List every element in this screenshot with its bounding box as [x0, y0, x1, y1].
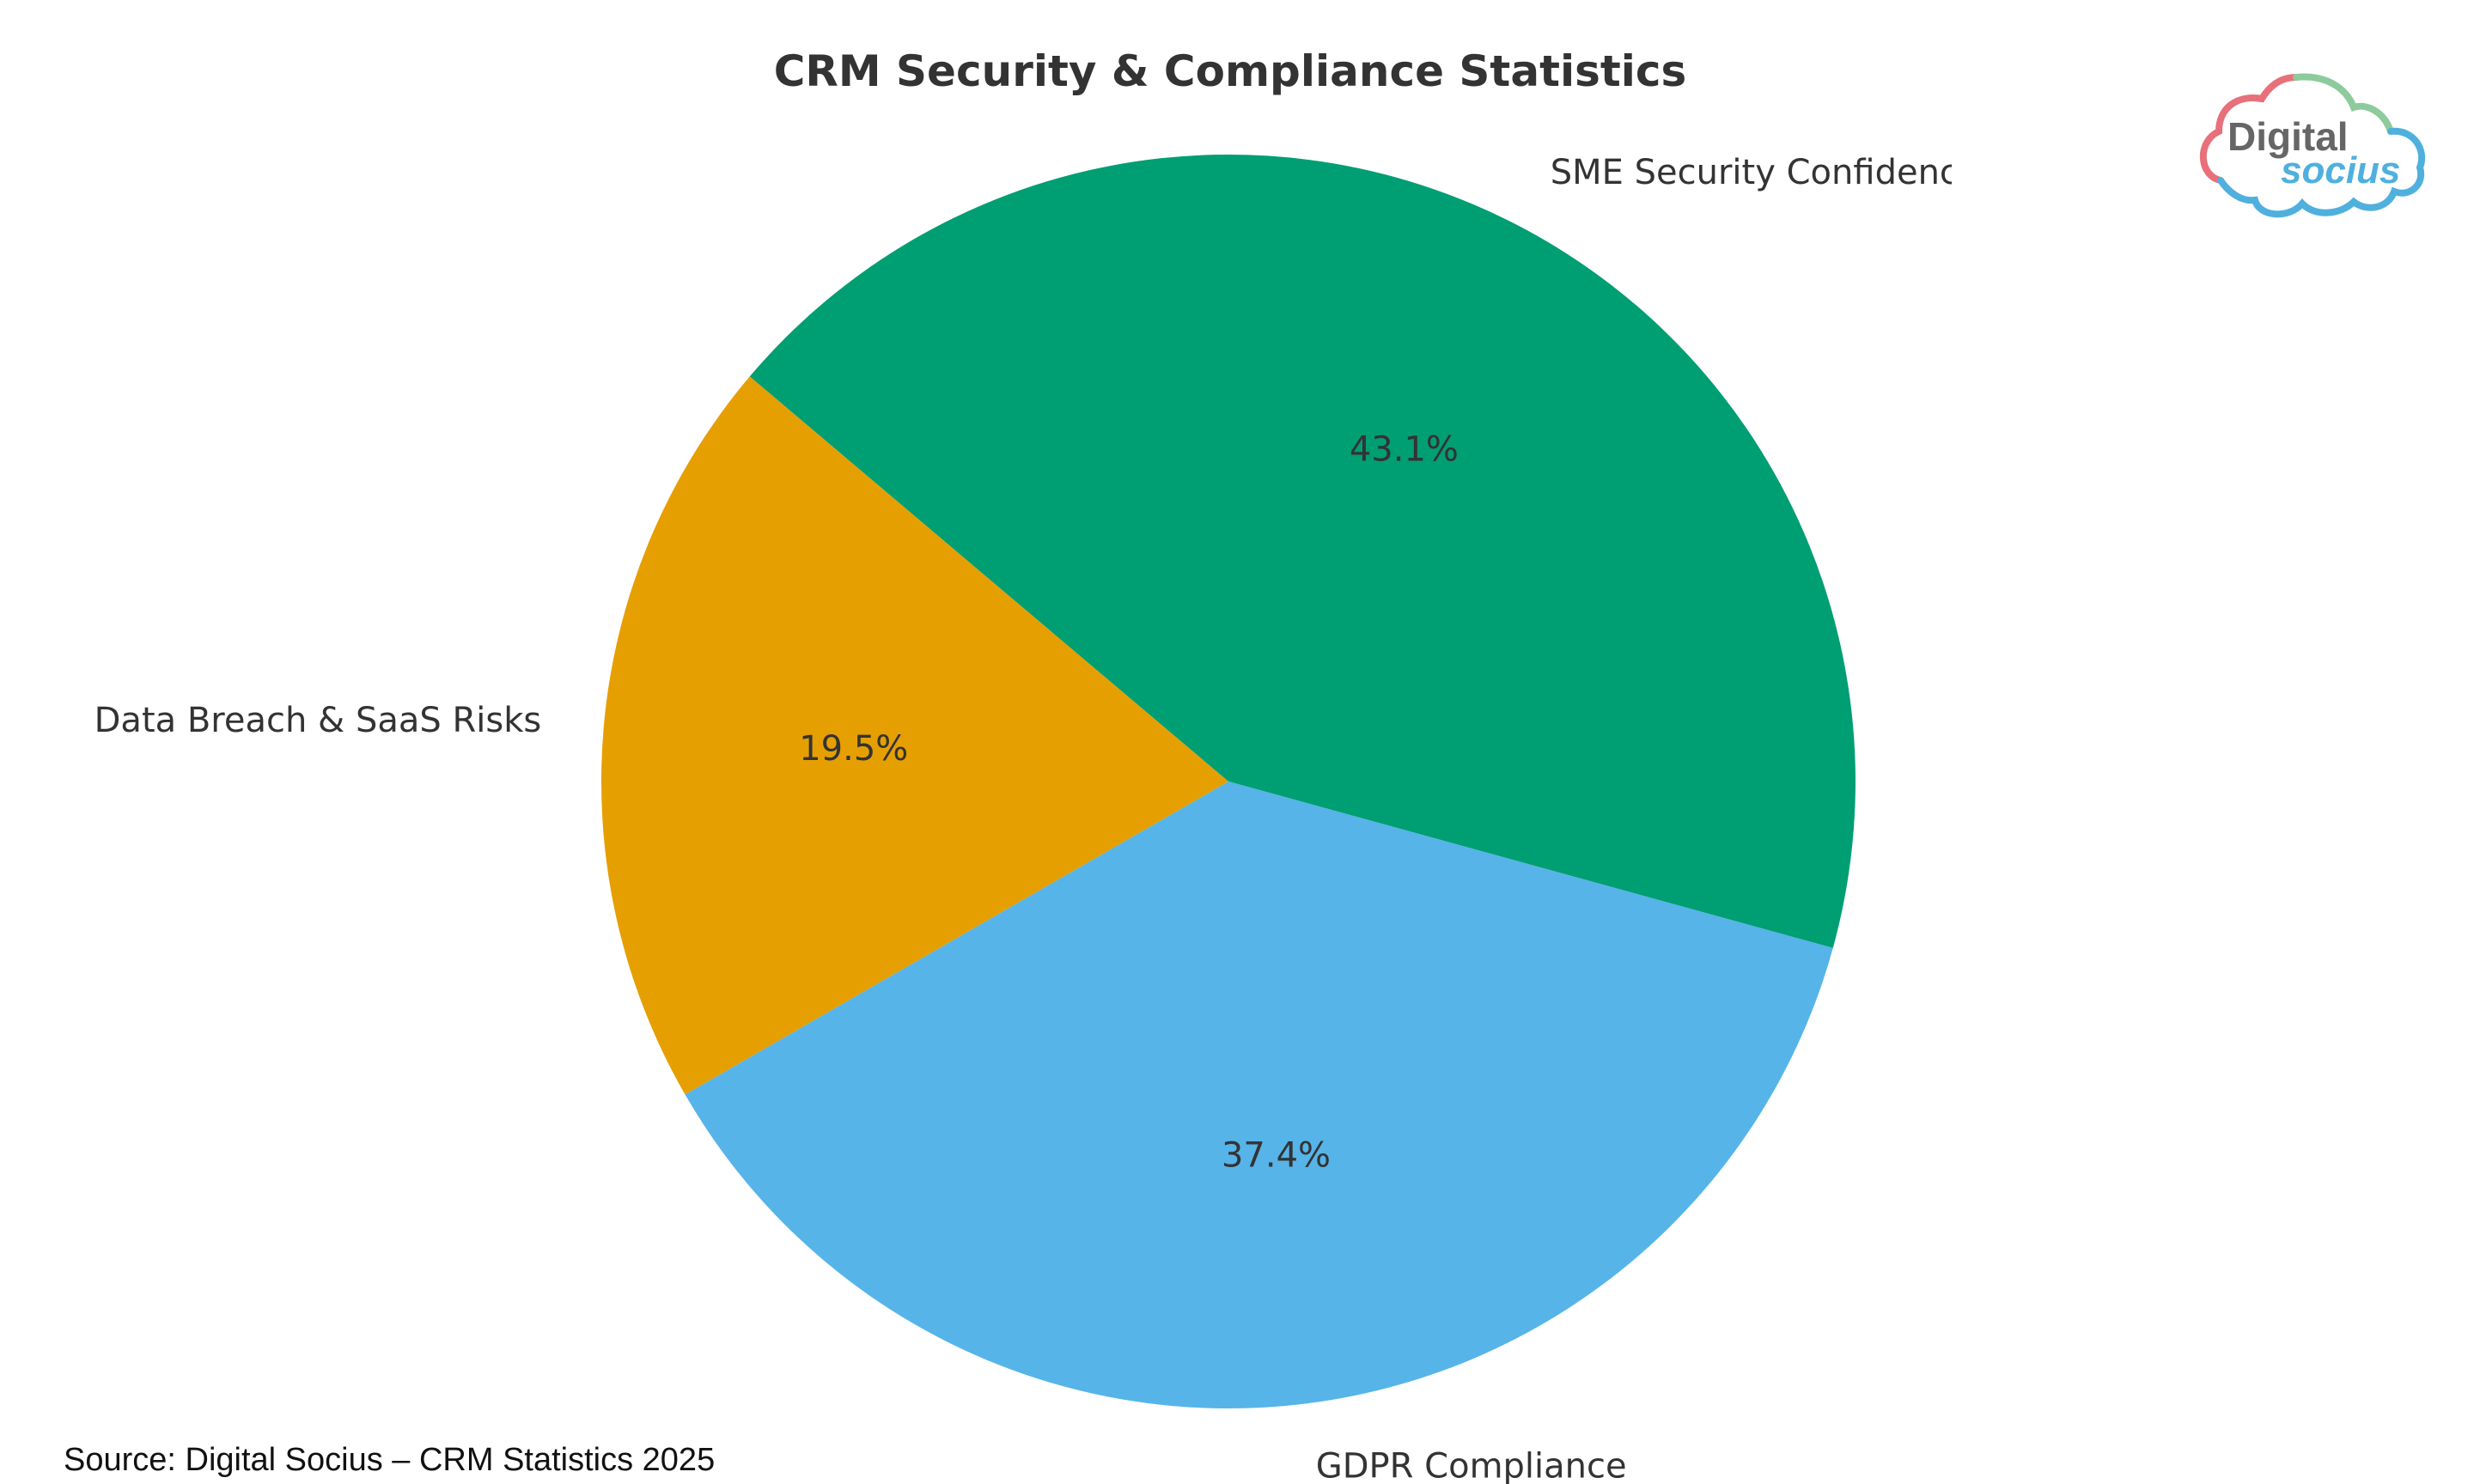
logo-text-digital: Digital	[2227, 114, 2349, 159]
slice-label-1: Data Breach & SaaS Risks	[94, 701, 542, 740]
chart-title: CRM Security & Compliance Statistics	[774, 46, 1687, 96]
pie-slice-1	[601, 376, 1228, 1095]
slice-label-0: SME Security Confidenc	[1551, 153, 1959, 192]
source-note: Source: Digital Socius – CRM Statistics …	[64, 1442, 715, 1478]
pct-label-2: 37.4%	[1222, 1135, 1331, 1175]
pie-slice-2	[685, 782, 1833, 1408]
pct-label-0: 43.1%	[1350, 430, 1459, 470]
pie-slice-0	[749, 155, 1855, 948]
logo-cloud-green-arc	[2293, 73, 2394, 135]
digital-socius-logo: Digital socius	[2199, 73, 2426, 218]
pct-label-1: 19.5%	[799, 729, 908, 769]
pie-labels: 43.1% SME Security Confidenc 19.5% Data Bre…	[94, 153, 1959, 1484]
logo-cloud-blue-arc	[2217, 127, 2426, 218]
logo-text-socius: socius	[2281, 149, 2400, 192]
slice-label-2: GDPR Compliance	[1316, 1447, 1627, 1484]
pie-slices	[601, 155, 1855, 1408]
logo-cloud-red-arc	[2199, 74, 2300, 184]
